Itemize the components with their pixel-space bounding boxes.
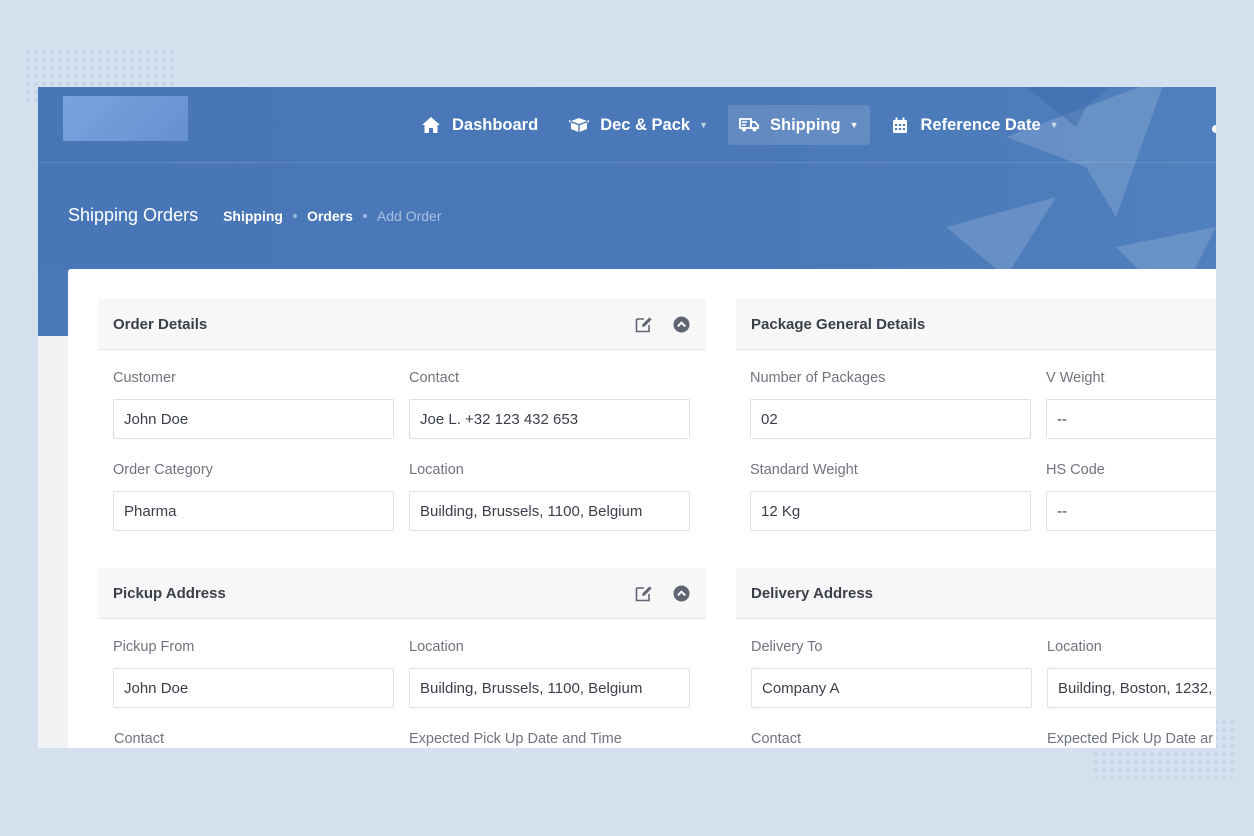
panel-title: Package General Details	[751, 315, 926, 333]
customer-field: Customer	[113, 370, 394, 439]
field-label: Location	[1047, 639, 1102, 655]
nav-shipping-label: Shipping	[770, 115, 841, 134]
boxes-icon	[569, 115, 590, 135]
nav-shipping[interactable]: Shipping ▼	[728, 105, 870, 145]
hs-code-input[interactable]	[1046, 491, 1216, 531]
truck-icon	[739, 115, 759, 135]
edit-icon[interactable]	[634, 583, 654, 603]
pickup-location-input[interactable]	[409, 668, 690, 708]
edit-icon[interactable]	[634, 314, 654, 334]
panel-header: Delivery Address	[736, 568, 1216, 619]
standard-weight-field: Standard Weight	[750, 462, 1031, 531]
page-subheader: Shipping Orders Shipping Orders Add Orde…	[68, 205, 441, 226]
panel-header: Order Details	[98, 299, 706, 350]
delivery-contact-field: Contact	[751, 731, 1032, 748]
delivery-date-field: Expected Pick Up Date ar	[1047, 731, 1216, 748]
user-menu-edge[interactable]	[1212, 125, 1216, 133]
nav-dec-pack-label: Dec & Pack	[600, 115, 691, 134]
page-title: Shipping Orders	[68, 205, 199, 225]
nav-dashboard[interactable]: Dashboard	[410, 105, 549, 145]
top-navigation-bar: Dashboard Dec & Pack ▼ Shipping ▼	[38, 87, 1216, 163]
standard-weight-input[interactable]	[750, 491, 1031, 531]
v-weight-field: V Weight	[1046, 370, 1216, 439]
company-logo[interactable]	[63, 96, 188, 141]
nav-dashboard-label: Dashboard	[452, 115, 539, 134]
delivery-address-panel: Delivery Address Delivery To Location Co…	[736, 568, 1216, 747]
field-label: Order Category	[113, 462, 213, 478]
chevron-down-icon: ▼	[699, 120, 708, 130]
order-category-field: Order Category	[113, 462, 394, 531]
field-label: Contact	[114, 731, 164, 747]
nav-reference-date-label: Reference Date	[920, 115, 1041, 134]
breadcrumb-shipping[interactable]: Shipping	[223, 207, 283, 224]
form-card: Order Details Customer Contact	[68, 269, 1216, 748]
field-label: V Weight	[1046, 370, 1105, 386]
banner-left-strip	[38, 269, 68, 336]
pickup-date-field: Expected Pick Up Date and Time	[409, 731, 690, 748]
chevron-up-circle-icon[interactable]	[671, 583, 691, 603]
location-field: Location	[409, 462, 690, 531]
chevron-up-circle-icon[interactable]	[671, 314, 691, 334]
pickup-location-field: Location	[409, 639, 690, 708]
chevron-down-icon: ▼	[1049, 120, 1059, 130]
app-window: Dashboard Dec & Pack ▼ Shipping ▼	[38, 87, 1216, 748]
field-label: Expected Pick Up Date and Time	[409, 731, 622, 747]
field-label: Contact	[409, 370, 459, 386]
hs-code-field: HS Code	[1046, 462, 1216, 531]
order-details-panel: Order Details Customer Contact	[98, 299, 706, 531]
panel-title: Delivery Address	[751, 584, 874, 602]
field-label: Number of Packages	[750, 370, 886, 386]
panel-tools	[617, 583, 691, 603]
panel-tools	[617, 314, 691, 334]
panel-title: Order Details	[113, 315, 208, 333]
delivery-location-field: Location	[1047, 639, 1216, 708]
panel-header: Pickup Address	[98, 568, 706, 619]
field-label: Location	[409, 462, 464, 478]
nav-reference-date[interactable]: Reference Date ▼	[879, 105, 1070, 145]
breadcrumb-separator	[362, 213, 367, 218]
breadcrumb-add-order: Add Order	[376, 207, 442, 224]
order-category-input[interactable]	[113, 491, 394, 531]
customer-input[interactable]	[113, 399, 394, 439]
number-of-packages-field: Number of Packages	[750, 370, 1031, 439]
calendar-icon	[890, 115, 910, 135]
field-label: HS Code	[1046, 462, 1105, 478]
delivery-to-input[interactable]	[751, 668, 1032, 708]
breadcrumb-orders[interactable]: Orders	[306, 207, 353, 224]
nav-dec-pack[interactable]: Dec & Pack ▼	[558, 105, 719, 145]
location-input[interactable]	[409, 491, 690, 531]
contact-input[interactable]	[409, 399, 690, 439]
pickup-address-panel: Pickup Address Pickup From Location	[98, 568, 706, 747]
field-label: Contact	[751, 731, 801, 747]
number-of-packages-input[interactable]	[750, 399, 1031, 439]
field-label: Standard Weight	[750, 462, 858, 478]
contact-field: Contact	[409, 370, 690, 439]
chevron-down-icon: ▼	[849, 120, 859, 130]
package-details-panel: Package General Details Number of Packag…	[736, 299, 1216, 531]
pickup-contact-field: Contact	[114, 731, 395, 748]
panel-title: Pickup Address	[113, 584, 226, 602]
v-weight-input[interactable]	[1046, 399, 1216, 439]
home-icon	[421, 115, 441, 135]
pickup-from-input[interactable]	[113, 668, 394, 708]
breadcrumb-separator	[292, 213, 297, 218]
field-label: Location	[409, 639, 464, 655]
field-label: Customer	[113, 370, 176, 386]
field-label: Delivery To	[751, 639, 823, 655]
pickup-from-field: Pickup From	[113, 639, 394, 708]
panel-header: Package General Details	[736, 299, 1216, 350]
field-label: Expected Pick Up Date ar	[1047, 731, 1214, 747]
delivery-to-field: Delivery To	[751, 639, 1032, 708]
delivery-location-input[interactable]	[1047, 668, 1216, 708]
field-label: Pickup From	[113, 639, 195, 655]
main-nav: Dashboard Dec & Pack ▼ Shipping ▼	[410, 105, 1079, 145]
